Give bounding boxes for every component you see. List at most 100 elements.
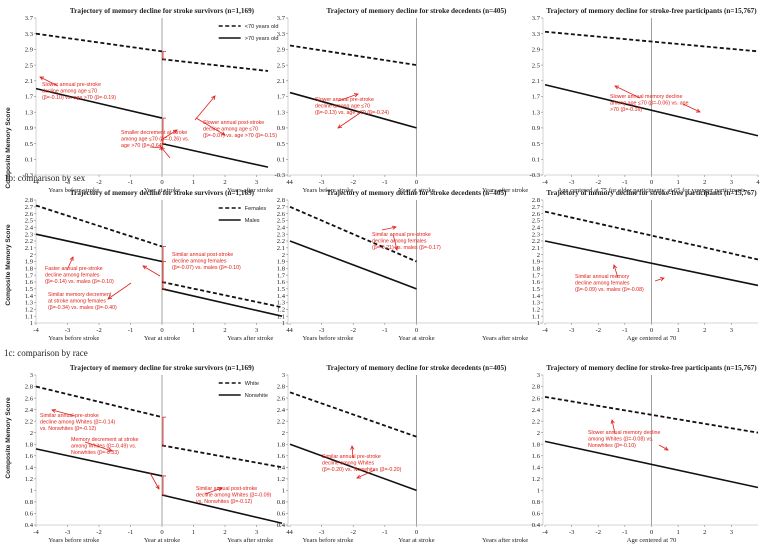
y-tick-label: 0.4 [532,522,541,529]
x-tick-label: -3 [65,179,71,186]
y-tick-label: 2 [537,252,540,259]
x-axis-label: Year at stroke [398,537,434,544]
stroke-decrement-bracket [162,246,166,283]
annotation-arrow [337,112,361,129]
annotation-arrow [149,472,160,490]
y-axis-label-row1: Composite Memory Score [5,107,12,189]
annotation-arrow [613,264,619,279]
x-tick-label: -4 [287,529,293,536]
y-tick-label: 3 [537,372,541,379]
x-axis-label: Year at stroke [398,335,434,342]
y-tick-label: 1 [30,320,33,327]
x-axis-label: Age centered at 70 [627,537,677,544]
annotation-arrow [611,419,616,435]
annotation-text: decline among females [172,258,227,264]
annotation-text: (β=-0.07) vs. males (β=-0.10) [172,265,241,271]
y-tick-label: 2 [282,252,285,259]
y-tick-label: 1.2 [25,476,33,483]
y-tick-label: 1.2 [25,307,33,314]
y-tick-label: 0.9 [532,125,541,132]
y-tick-label: 1.4 [277,293,286,300]
y-tick-label: 0.1 [277,157,285,164]
x-tick-label: -4 [542,529,548,536]
panel-title: Trajectory of memory decline for stroke-… [546,7,757,15]
panel-title: Trajectory of memory decline for stroke … [327,364,508,372]
y-tick-label: 2.8 [277,384,286,391]
annotation-arrow [66,256,74,271]
y-tick-label: 1.6 [532,453,541,460]
y-tick-label: 1.8 [25,441,34,448]
y-tick-label: 2.2 [25,418,33,425]
series-line-solid [289,443,417,492]
annotation-arrow [351,445,354,459]
y-tick-label: 3.7 [277,15,286,22]
annotation-arrow [337,93,359,102]
y-tick-label: 2.8 [25,197,34,204]
x-tick-label: -4 [287,327,293,334]
series-line-solid [161,288,283,317]
y-tick-label: 3 [30,372,34,379]
y-tick-label: 2.7 [25,204,34,211]
x-tick-label: 3 [255,327,259,334]
y-tick-label: 1.3 [277,300,286,307]
annotation-arrow [356,469,376,479]
annotation-arrowhead [107,447,113,452]
x-tick-label: -4 [542,179,548,186]
annotation-text: among age ≤70 (β=-0.06) vs. age [610,100,689,106]
y-tick-label: 1.7 [532,272,541,279]
section-label-sex: 1b: comparison by sex [4,173,86,183]
x-axis-label: Years after stroke [482,187,528,194]
section-label-race: 1c: comparison by race [4,348,88,358]
series-line-dashed [289,44,417,66]
y-tick-label: 1.6 [25,453,34,460]
y-tick-label: 2.2 [532,418,540,425]
series-line-solid [161,494,283,525]
y-tick-label: 2.9 [532,47,541,54]
x-tick-label: -1 [128,529,134,536]
annotation-arrow [39,76,59,87]
x-axis-label: Years before stroke [48,187,99,194]
series-line-dashed [289,391,417,438]
x-tick-label: -1 [382,327,388,334]
legend-label: Nonwhite [245,393,268,399]
y-tick-label: 2.5 [25,62,34,69]
stroke-decrement-bracket [162,261,166,290]
y-tick-label: 1.7 [277,94,286,101]
legend-label: White [245,381,259,387]
annotation-text: >70 (β=-0.16) [610,107,642,113]
annotation-arrowhead [394,246,399,251]
y-tick-label: 1.3 [25,109,34,116]
annotation-text: (β=-0.34) vs. males (β=-0.40) [48,305,117,311]
x-axis-label: Years before stroke [48,537,99,544]
annotation-text: Nonwhites (β=-0.33) [71,450,119,456]
legend-label: Females [245,206,267,212]
y-tick-label: 2.5 [25,218,34,225]
annotation-text: Similar annual pre-stroke [322,454,381,460]
y-tick-label: 3.3 [25,31,34,38]
x-tick-label: 2 [703,529,706,536]
y-tick-label: 0.4 [25,522,34,529]
y-tick-label: 2.2 [277,238,285,245]
y-tick-label: 0.8 [277,499,286,506]
annotation-arrow [51,409,76,417]
y-tick-label: -0.3 [530,172,541,179]
annotation-text: among Whites (β=-0.49) vs. [71,443,136,449]
panel-7: Trajectory of memory decline for stroke … [25,364,291,544]
y-tick-label: 2.6 [25,395,34,402]
annotation-text: decline among Whites (β=-0.09) [196,492,272,498]
stroke-decrement-bracket [162,416,166,446]
series-line-solid [35,233,163,263]
x-tick-label: -4 [33,529,39,536]
y-tick-label: 1.3 [25,300,34,307]
y-tick-label: 1.7 [25,272,34,279]
y-tick-label: 1 [282,320,285,327]
x-tick-label: -1 [382,529,388,536]
y-tick-label: 1.6 [532,279,541,286]
annotation-text: Similar annual pre-stroke [372,232,431,238]
panel-1: Trajectory of memory decline for stroke … [23,7,291,194]
x-tick-label: -4 [33,327,39,334]
annotation-text: (β=-0.21) vs. males (β=-0.17) [372,245,441,251]
stroke-decrement-bracket [162,50,166,60]
x-tick-label: -4 [542,327,548,334]
